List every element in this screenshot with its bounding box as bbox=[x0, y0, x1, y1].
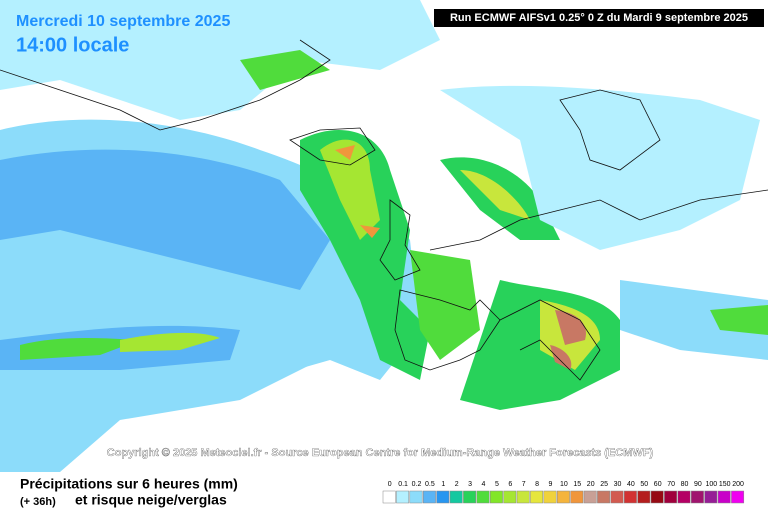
legend-swatch bbox=[382, 490, 396, 504]
legend-label: 40 bbox=[627, 481, 635, 488]
legend-swatch bbox=[610, 490, 624, 504]
legend-swatch bbox=[516, 490, 530, 504]
legend-label: 2 bbox=[455, 481, 459, 488]
legend-swatch bbox=[570, 490, 584, 504]
legend-swatch bbox=[583, 490, 597, 504]
legend-swatch bbox=[637, 490, 651, 504]
legend-label: 10 bbox=[560, 481, 568, 488]
precip-field bbox=[0, 0, 768, 472]
legend-swatch bbox=[623, 490, 637, 504]
legend-label: 5 bbox=[495, 481, 499, 488]
legend-swatch bbox=[731, 490, 745, 504]
legend-swatch bbox=[677, 490, 691, 504]
legend-label: 4 bbox=[482, 481, 486, 488]
legend-swatch bbox=[556, 490, 570, 504]
legend-label: 9 bbox=[549, 481, 553, 488]
legend-label: 50 bbox=[640, 481, 648, 488]
legend-label: 0.1 bbox=[398, 481, 408, 488]
legend-label: 100 bbox=[705, 481, 717, 488]
time-label: 14:00 locale bbox=[16, 34, 129, 56]
legend-swatch bbox=[396, 490, 410, 504]
legend: 0 0.1 0.2 0.5 1 2 3 4 5 6 7 8 9 10 15 20 25 30 40 50 60 70 80 9… bbox=[382, 481, 745, 504]
legend-swatch bbox=[476, 490, 490, 504]
legend-swatch bbox=[436, 490, 450, 504]
legend-swatch bbox=[422, 490, 436, 504]
legend-label: 15 bbox=[573, 481, 581, 488]
legend-label: 25 bbox=[600, 481, 608, 488]
legend-label: 1 bbox=[441, 481, 445, 488]
legend-label: 20 bbox=[587, 481, 595, 488]
legend-swatch bbox=[503, 490, 517, 504]
legend-label: 60 bbox=[654, 481, 662, 488]
legend-label: 0 bbox=[388, 481, 392, 488]
legend-swatch bbox=[543, 490, 557, 504]
legend-label: 3 bbox=[468, 481, 472, 488]
footer-subtitle: et risque neige/verglas bbox=[75, 492, 227, 508]
legend-swatch bbox=[489, 490, 503, 504]
legend-label: 6 bbox=[508, 481, 512, 488]
legend-swatch bbox=[409, 490, 423, 504]
coastlines bbox=[0, 39, 768, 381]
legend-label: 7 bbox=[522, 481, 526, 488]
copyright: Copyright © 2025 Meteociel.fr - Source E… bbox=[107, 447, 654, 459]
legend-label: 80 bbox=[681, 481, 689, 488]
legend-swatch bbox=[664, 490, 678, 504]
legend-label: 90 bbox=[694, 481, 702, 488]
legend-swatch bbox=[650, 490, 664, 504]
legend-swatch bbox=[463, 490, 477, 504]
legend-label: 0.5 bbox=[425, 481, 435, 488]
footer-lead: (+ 36h) bbox=[20, 496, 56, 508]
legend-label: 200 bbox=[732, 481, 744, 488]
run-label: Run ECMWF AIFSv1 0.25° 0 Z du Mardi 9 se… bbox=[450, 12, 748, 24]
legend-swatch bbox=[690, 490, 704, 504]
legend-swatch bbox=[717, 490, 731, 504]
legend-label: 0.2 bbox=[412, 481, 422, 488]
legend-swatch bbox=[530, 490, 544, 504]
legend-label: 8 bbox=[535, 481, 539, 488]
legend-label: 30 bbox=[614, 481, 622, 488]
legend-swatch bbox=[597, 490, 611, 504]
date-label: Mercredi 10 septembre 2025 bbox=[16, 13, 230, 30]
legend-swatch bbox=[449, 490, 463, 504]
legend-label: 150 bbox=[719, 481, 731, 488]
legend-label: 70 bbox=[667, 481, 675, 488]
footer-title: Précipitations sur 6 heures (mm) bbox=[20, 476, 238, 492]
run-box bbox=[434, 9, 764, 27]
legend-swatch bbox=[704, 490, 718, 504]
